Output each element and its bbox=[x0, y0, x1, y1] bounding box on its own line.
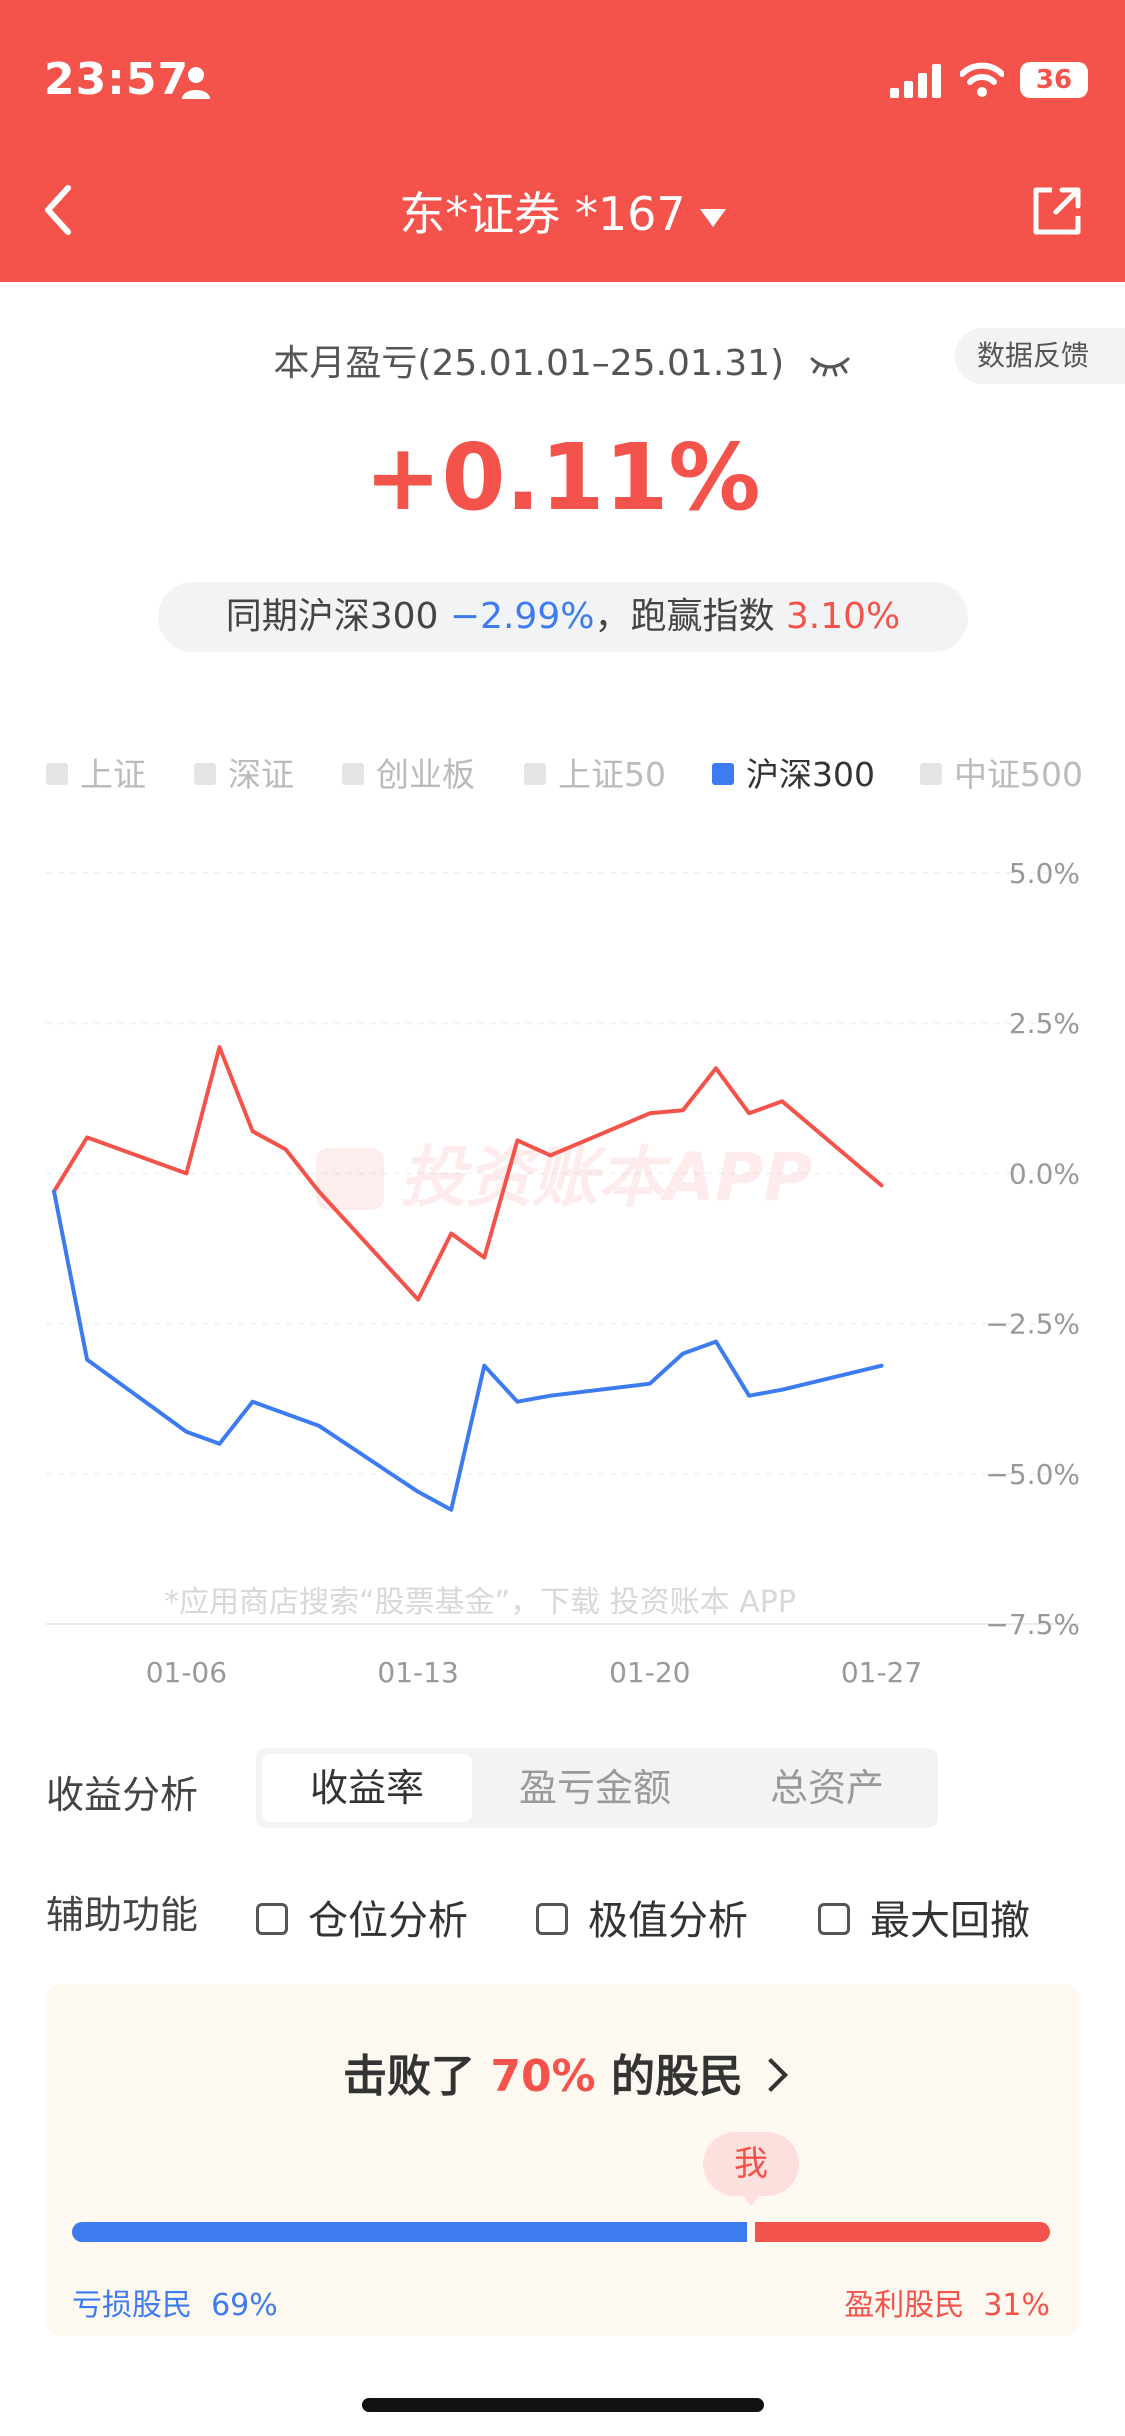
legend-item[interactable]: 上证 bbox=[46, 748, 146, 796]
y-tick-label: −2.5% bbox=[985, 1308, 1080, 1341]
index-return-line bbox=[52, 1189, 884, 1512]
checkbox-box[interactable] bbox=[536, 1903, 568, 1935]
status-time: 23:57 bbox=[44, 54, 190, 105]
x-tick-label: 01-27 bbox=[841, 1656, 922, 1689]
y-tick-label: 0.0% bbox=[1009, 1157, 1080, 1190]
legend-item[interactable]: 创业板 bbox=[342, 748, 475, 796]
chart-grid bbox=[46, 872, 1080, 1625]
battery-indicator: 36 bbox=[1020, 62, 1088, 98]
period-label: 本月盈亏(25.01.01–25.01.31) bbox=[0, 334, 1125, 386]
tools-label: 辅助功能 bbox=[46, 1893, 199, 1937]
legend-swatch bbox=[524, 762, 546, 785]
legend-swatch bbox=[920, 762, 942, 785]
hide-eye-icon[interactable] bbox=[808, 353, 852, 377]
watermark-text: 投资账本APP bbox=[400, 1139, 812, 1216]
tab-profit-amount[interactable]: 盈亏金额 bbox=[518, 1766, 671, 1810]
chart-watermark: 投资账本APP bbox=[316, 1139, 812, 1216]
x-axis-labels: 01-06 01-13 01-20 01-27 bbox=[146, 1656, 922, 1689]
person-icon bbox=[182, 67, 210, 99]
cellular-signal-icon bbox=[890, 64, 941, 98]
benchmark-compare: 同期沪深300 −2.99%，跑赢指数 3.10% bbox=[158, 582, 968, 652]
gain-bar bbox=[755, 2222, 1050, 2242]
wifi-icon bbox=[960, 62, 1004, 97]
gain-investors-label: 盈利股民 31% bbox=[844, 2288, 1050, 2323]
legend-swatch bbox=[46, 762, 68, 785]
tab-total-assets[interactable]: 总资产 bbox=[769, 1766, 884, 1810]
chart-footnote: *应用商店搜索“股票基金”，下载 投资账本 APP bbox=[164, 1585, 796, 1620]
tab-return-rate[interactable]: 收益率 bbox=[262, 1754, 472, 1822]
ranking-card[interactable]: 击败了 70% 的股民 我 亏损股民 69% 盈利股民 31% bbox=[46, 1984, 1080, 2336]
legend-swatch bbox=[194, 762, 216, 785]
x-tick-label: 01-06 bbox=[146, 1656, 227, 1689]
account-selector[interactable]: 东*证券 *167 bbox=[0, 178, 1125, 244]
checkbox-box[interactable] bbox=[256, 1903, 288, 1935]
y-tick-label: 2.5% bbox=[1009, 1007, 1080, 1040]
y-tick-label: 5.0% bbox=[1009, 857, 1080, 890]
watermark-logo-icon bbox=[316, 1148, 384, 1210]
max-drawdown-checkbox[interactable]: 最大回撤 bbox=[818, 1888, 1030, 1946]
feedback-button[interactable]: 数据反馈 bbox=[955, 328, 1125, 384]
share-icon[interactable] bbox=[1030, 184, 1084, 238]
y-axis-labels: 5.0% 2.5% 0.0% −2.5% −5.0% −7.5% bbox=[985, 857, 1080, 1641]
y-tick-label: −7.5% bbox=[985, 1608, 1080, 1641]
y-tick-label: −5.0% bbox=[985, 1458, 1080, 1491]
ranking-title[interactable]: 击败了 70% 的股民 bbox=[46, 2040, 1080, 2104]
index-legend: 上证 深证 创业板 上证50 沪深300 中证500 bbox=[0, 748, 1125, 798]
extreme-analysis-checkbox[interactable]: 极值分析 bbox=[536, 1888, 748, 1946]
position-analysis-checkbox[interactable]: 仓位分析 bbox=[256, 1888, 468, 1946]
chart-series bbox=[52, 1045, 884, 1512]
beat-percent: 70% bbox=[490, 2051, 596, 2102]
return-line-chart[interactable]: 投资账本APP 5.0% 2.5% 0.0% −2.5% −5.0% −7.5% 01-0… bbox=[0, 840, 1125, 1710]
home-indicator bbox=[362, 2398, 764, 2412]
x-tick-label: 01-20 bbox=[609, 1656, 690, 1689]
legend-swatch bbox=[342, 762, 364, 785]
checkbox-box[interactable] bbox=[818, 1903, 850, 1935]
legend-item-active[interactable]: 沪深300 bbox=[712, 748, 875, 796]
loss-bar bbox=[72, 2222, 747, 2242]
account-title: 东*证券 *167 bbox=[399, 187, 686, 241]
caret-down-icon bbox=[699, 208, 726, 227]
top-header: 23:57 36 东*证券 *167 bbox=[0, 0, 1125, 282]
excess-return: 3.10% bbox=[785, 596, 901, 637]
back-arrow-icon[interactable] bbox=[38, 180, 78, 240]
legend-item[interactable]: 中证500 bbox=[920, 748, 1083, 796]
loss-investors-label: 亏损股民 69% bbox=[72, 2288, 278, 2323]
legend-swatch bbox=[712, 762, 734, 785]
chevron-right-icon bbox=[754, 2058, 788, 2092]
legend-item[interactable]: 深证 bbox=[194, 748, 294, 796]
me-marker: 我 bbox=[703, 2132, 799, 2206]
x-tick-label: 01-13 bbox=[377, 1656, 458, 1689]
monthly-return-percent: +0.11% bbox=[364, 424, 761, 531]
index-return: −2.99% bbox=[449, 596, 595, 637]
legend-item[interactable]: 上证50 bbox=[524, 748, 666, 796]
account-return-line bbox=[52, 1045, 884, 1302]
analysis-segmented-control: 收益率 盈亏金额 总资产 bbox=[256, 1748, 938, 1828]
analysis-label: 收益分析 bbox=[46, 1773, 199, 1817]
